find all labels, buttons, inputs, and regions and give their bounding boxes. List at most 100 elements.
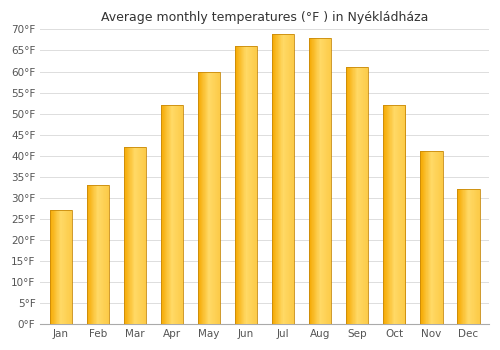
Bar [272, 34, 273, 324]
Bar [237, 46, 238, 324]
Bar [273, 34, 274, 324]
Bar [470, 189, 472, 324]
Bar [53, 210, 54, 324]
Bar [431, 152, 432, 324]
Bar [361, 67, 362, 324]
Bar [479, 189, 480, 324]
Bar [387, 105, 388, 324]
Bar [140, 147, 141, 324]
Bar [208, 71, 209, 324]
Bar [288, 34, 290, 324]
Bar [287, 34, 288, 324]
Bar [477, 189, 478, 324]
Bar [467, 189, 468, 324]
Bar [346, 67, 368, 324]
Bar [124, 147, 146, 324]
Bar [50, 210, 51, 324]
Bar [325, 38, 326, 324]
Bar [346, 67, 348, 324]
Bar [181, 105, 182, 324]
Bar [478, 189, 479, 324]
Bar [435, 152, 436, 324]
Bar [56, 210, 57, 324]
Bar [434, 152, 435, 324]
Bar [204, 71, 205, 324]
Bar [101, 185, 102, 324]
Bar [459, 189, 460, 324]
Bar [176, 105, 177, 324]
Bar [70, 210, 72, 324]
Bar [362, 67, 363, 324]
Bar [355, 67, 356, 324]
Bar [64, 210, 66, 324]
Bar [66, 210, 67, 324]
Bar [275, 34, 276, 324]
Bar [70, 210, 71, 324]
Bar [239, 46, 240, 324]
Bar [67, 210, 68, 324]
Bar [138, 147, 139, 324]
Title: Average monthly temperatures (°F ) in Nyékládháza: Average monthly temperatures (°F ) in Ny… [101, 11, 428, 24]
Bar [244, 46, 245, 324]
Bar [54, 210, 55, 324]
Bar [282, 34, 283, 324]
Bar [248, 46, 249, 324]
Bar [353, 67, 354, 324]
Bar [424, 152, 425, 324]
Bar [463, 189, 464, 324]
Bar [363, 67, 364, 324]
Bar [469, 189, 470, 324]
Bar [219, 71, 220, 324]
Bar [124, 147, 125, 324]
Bar [399, 105, 400, 324]
Bar [420, 152, 421, 324]
Bar [284, 34, 285, 324]
Bar [63, 210, 64, 324]
Bar [59, 210, 60, 324]
Bar [236, 46, 238, 324]
Bar [201, 71, 202, 324]
Bar [326, 38, 327, 324]
Bar [210, 71, 211, 324]
Bar [277, 34, 278, 324]
Bar [50, 210, 51, 324]
Bar [389, 105, 390, 324]
Bar [174, 105, 175, 324]
Bar [145, 147, 146, 324]
Bar [313, 38, 314, 324]
Bar [210, 71, 212, 324]
Bar [60, 210, 62, 324]
Bar [65, 210, 66, 324]
Bar [421, 152, 422, 324]
Bar [143, 147, 144, 324]
Bar [285, 34, 286, 324]
Bar [323, 38, 324, 324]
Bar [199, 71, 200, 324]
Bar [126, 147, 127, 324]
Bar [161, 105, 162, 324]
Bar [198, 71, 220, 324]
Bar [96, 185, 97, 324]
Bar [134, 147, 135, 324]
Bar [214, 71, 215, 324]
Bar [163, 105, 164, 324]
Bar [462, 189, 463, 324]
Bar [57, 210, 58, 324]
Bar [200, 71, 202, 324]
Bar [394, 105, 395, 324]
Bar [311, 38, 312, 324]
Bar [384, 105, 385, 324]
Bar [177, 105, 178, 324]
Bar [215, 71, 216, 324]
Bar [240, 46, 241, 324]
Bar [366, 67, 367, 324]
Bar [356, 67, 358, 324]
Bar [321, 38, 322, 324]
Bar [310, 38, 311, 324]
Bar [130, 147, 131, 324]
Bar [202, 71, 203, 324]
Bar [90, 185, 91, 324]
Bar [99, 185, 100, 324]
Bar [238, 46, 239, 324]
Bar [206, 71, 207, 324]
